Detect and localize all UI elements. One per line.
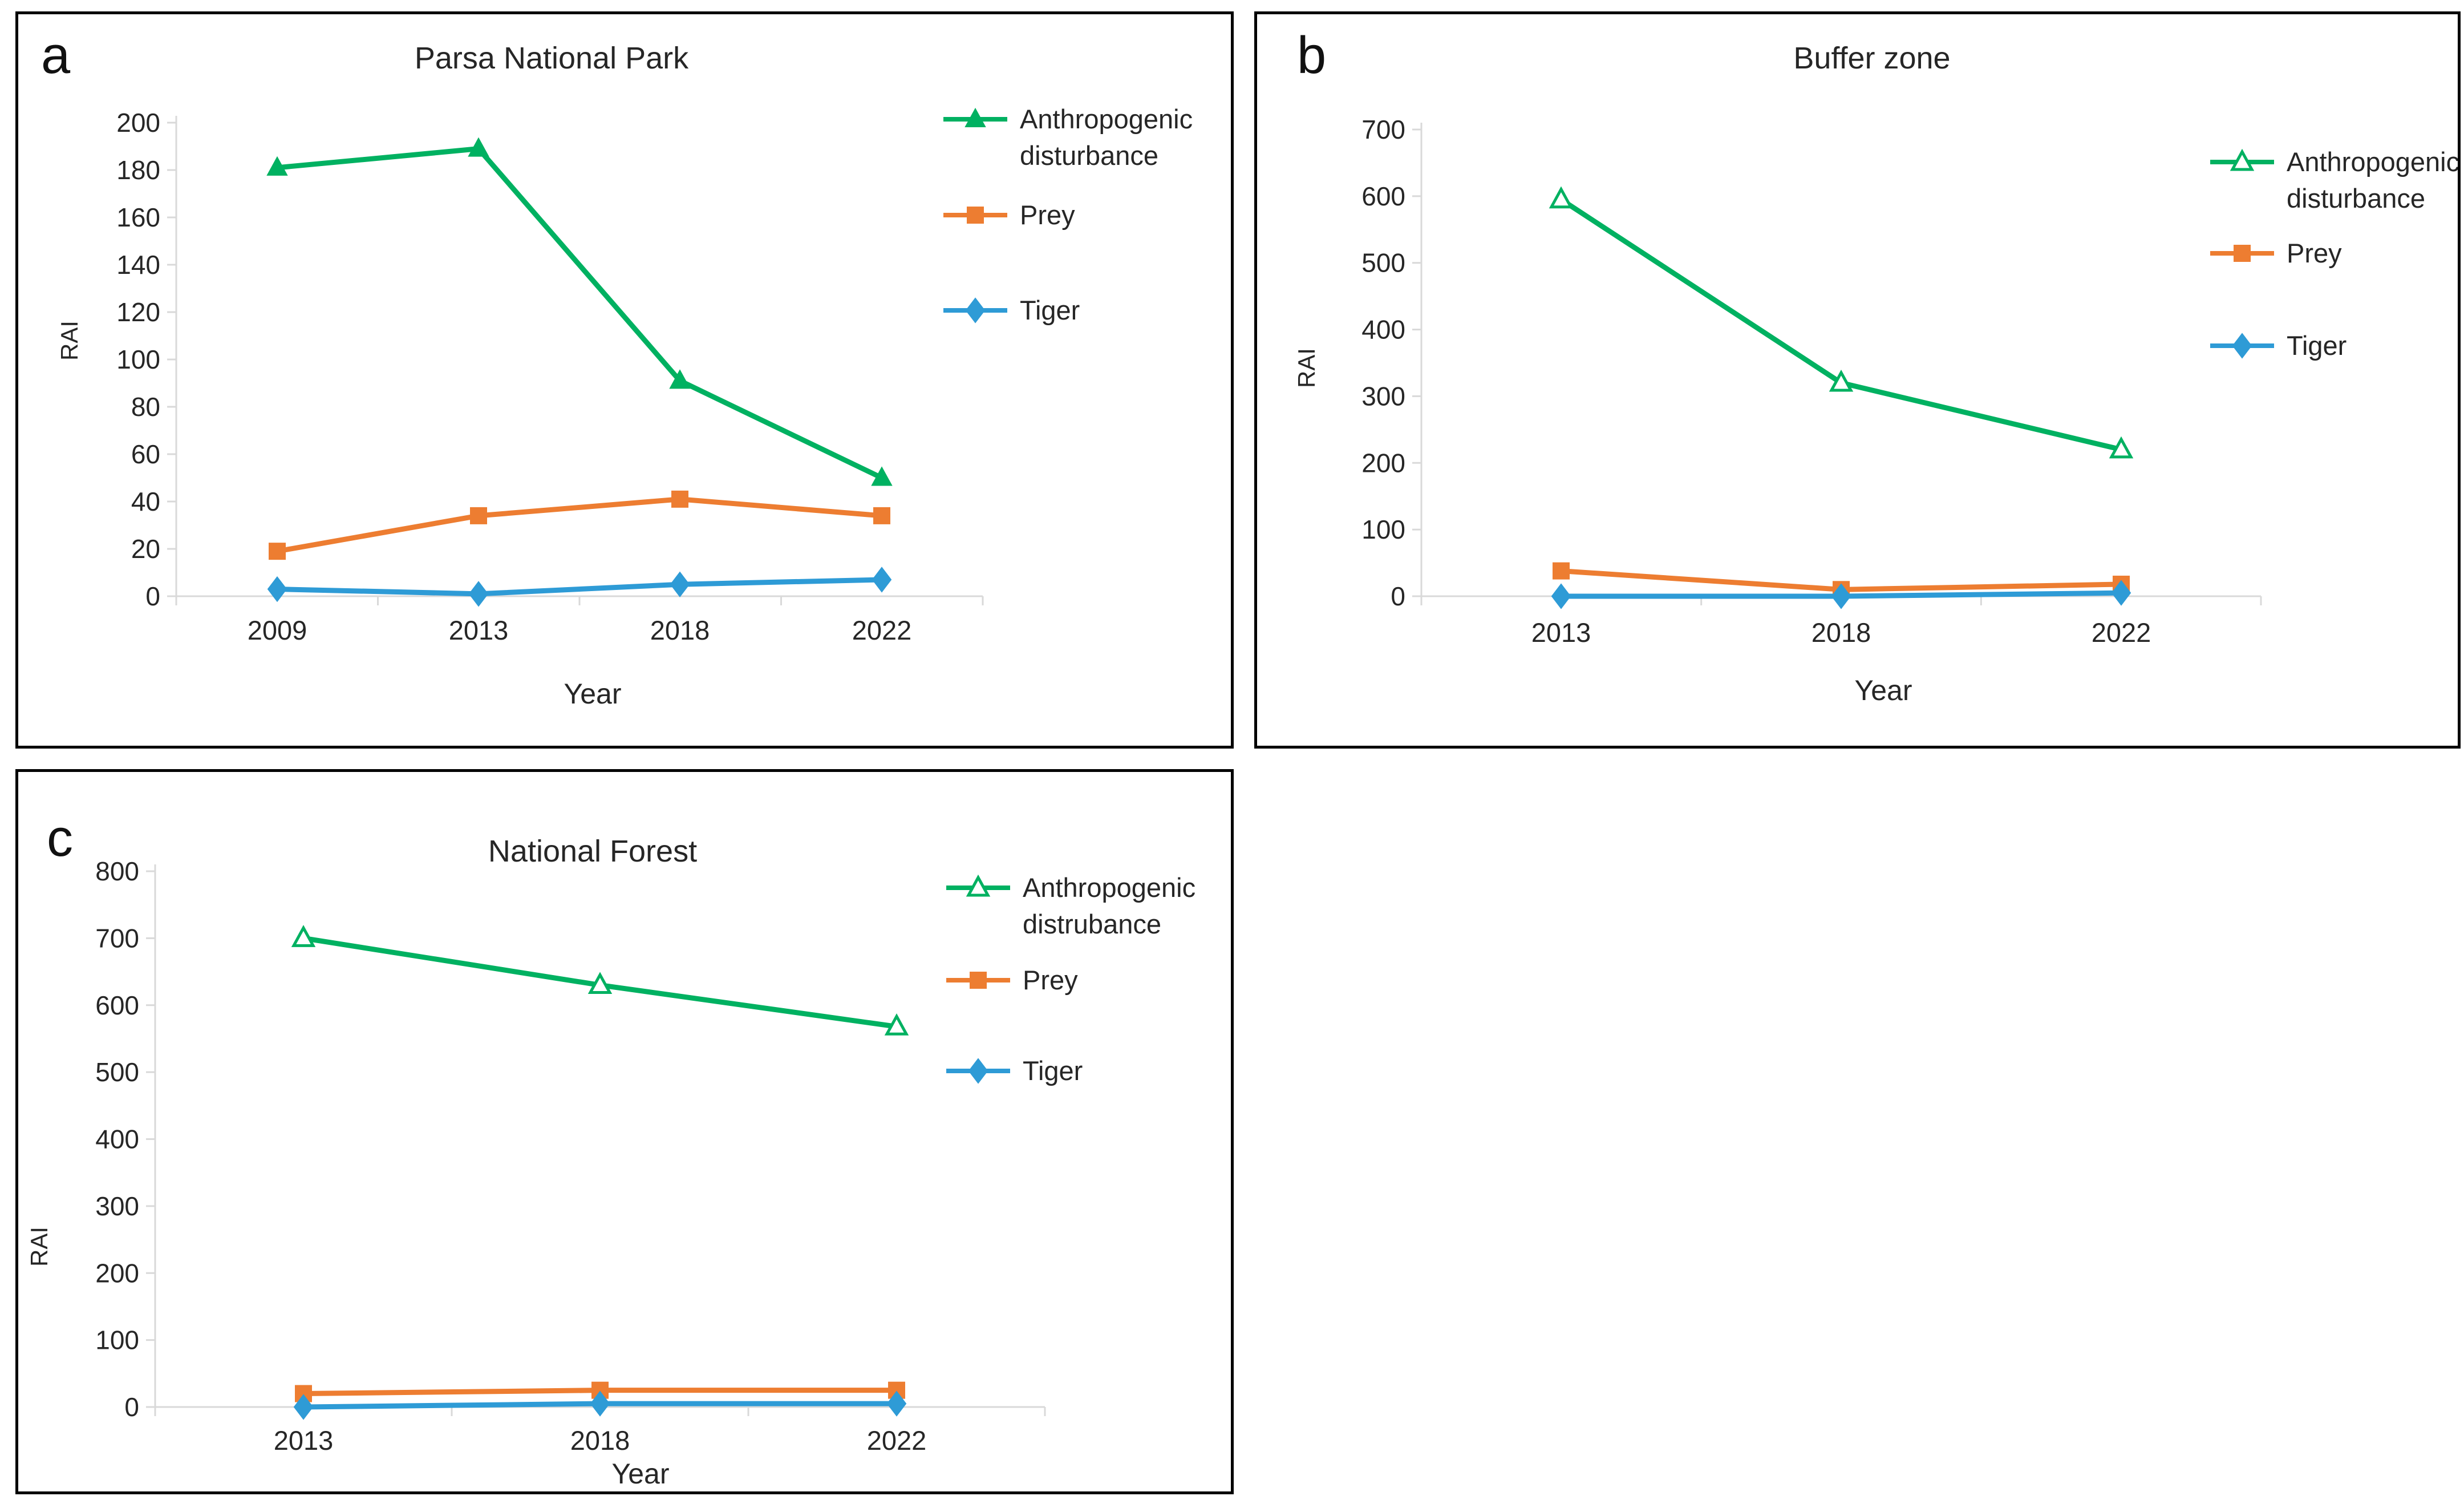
svg-text:400: 400 <box>1361 315 1405 345</box>
svg-text:RAI: RAI <box>1293 348 1320 388</box>
svg-text:2013: 2013 <box>449 615 509 645</box>
panel-c: c National Forest 0 100 200 300 400 500 600 700… <box>15 769 1234 1494</box>
svg-text:80: 80 <box>131 392 160 422</box>
svg-text:800: 800 <box>95 856 139 886</box>
panel-c-chart: 0 100 200 300 400 500 600 700 800 2013 2018 2022 Yea… <box>26 856 1195 1490</box>
panel-a-letter: a <box>41 26 71 84</box>
svg-text:160: 160 <box>116 203 160 232</box>
svg-text:Year: Year <box>564 678 621 710</box>
svg-text:Anthropogenic: Anthropogenic <box>2287 147 2458 177</box>
svg-text:0: 0 <box>124 1392 139 1422</box>
svg-text:200: 200 <box>95 1258 139 1288</box>
panel-c-title: National Forest <box>488 834 698 868</box>
svg-text:180: 180 <box>116 155 160 185</box>
svg-text:700: 700 <box>95 923 139 953</box>
svg-text:2022: 2022 <box>2092 617 2151 648</box>
svg-text:Year: Year <box>611 1458 669 1490</box>
svg-text:2022: 2022 <box>852 615 912 645</box>
svg-text:Anthropogenic: Anthropogenic <box>1023 872 1195 903</box>
svg-text:200: 200 <box>1361 448 1405 478</box>
svg-text:120: 120 <box>116 297 160 327</box>
svg-text:140: 140 <box>116 250 160 280</box>
svg-text:600: 600 <box>1361 181 1405 211</box>
svg-text:Prey: Prey <box>1020 200 1075 230</box>
svg-text:2013: 2013 <box>1531 617 1591 648</box>
svg-text:100: 100 <box>95 1325 139 1355</box>
svg-text:2013: 2013 <box>274 1425 334 1455</box>
svg-text:Tiger: Tiger <box>2287 330 2347 361</box>
panel-a-title: Parsa National Park <box>414 41 689 75</box>
svg-text:500: 500 <box>1361 248 1405 278</box>
svg-text:500: 500 <box>95 1057 139 1087</box>
svg-text:RAI: RAI <box>56 321 83 361</box>
panel-c-letter: c <box>47 809 73 867</box>
panel-b: b Buffer zone 0 100 200 300 400 500 600 700 2013… <box>1254 11 2461 749</box>
panel-a-chart: 0 20 40 60 80 100 120 140 160 180 200 2009 2013 2018 2… <box>56 104 1193 710</box>
svg-text:Anthropogenic: Anthropogenic <box>1020 104 1193 134</box>
svg-text:300: 300 <box>1361 381 1405 411</box>
svg-text:0: 0 <box>1391 581 1405 611</box>
svg-text:Year: Year <box>1854 674 1912 706</box>
svg-text:Tiger: Tiger <box>1023 1056 1083 1086</box>
svg-text:2009: 2009 <box>248 615 307 645</box>
svg-text:Prey: Prey <box>1023 965 1078 995</box>
svg-text:700: 700 <box>1361 115 1405 144</box>
svg-text:2018: 2018 <box>1811 617 1871 648</box>
svg-text:2018: 2018 <box>650 615 710 645</box>
svg-text:40: 40 <box>131 487 160 516</box>
svg-text:20: 20 <box>131 534 160 564</box>
svg-text:Tiger: Tiger <box>1020 295 1080 325</box>
svg-text:600: 600 <box>95 990 139 1020</box>
svg-text:Prey: Prey <box>2287 238 2342 268</box>
panel-b-chart: 0 100 200 300 400 500 600 700 2013 2018 2022 Year RA… <box>1293 115 2458 706</box>
svg-text:300: 300 <box>95 1191 139 1221</box>
svg-text:disturbance: disturbance <box>1020 140 1158 171</box>
svg-text:400: 400 <box>95 1125 139 1154</box>
svg-text:100: 100 <box>116 345 160 374</box>
svg-text:RAI: RAI <box>26 1227 52 1267</box>
panel-b-title: Buffer zone <box>1793 41 1951 75</box>
svg-text:200: 200 <box>116 108 160 138</box>
svg-text:60: 60 <box>131 439 160 469</box>
svg-text:2018: 2018 <box>570 1425 630 1455</box>
panel-a: a Parsa National Park 0 20 40 60 80 100 120 140… <box>15 11 1234 749</box>
svg-text:2022: 2022 <box>867 1425 927 1455</box>
svg-text:distrubance: distrubance <box>1023 909 1161 939</box>
svg-text:disturbance: disturbance <box>2287 183 2425 213</box>
panel-b-letter: b <box>1297 26 1327 84</box>
svg-text:100: 100 <box>1361 515 1405 544</box>
svg-text:0: 0 <box>145 581 160 611</box>
